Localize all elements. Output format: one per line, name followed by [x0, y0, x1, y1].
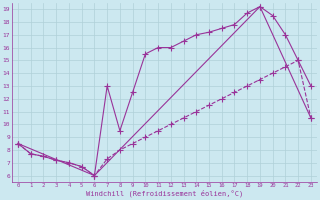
- X-axis label: Windchill (Refroidissement éolien,°C): Windchill (Refroidissement éolien,°C): [86, 190, 243, 197]
